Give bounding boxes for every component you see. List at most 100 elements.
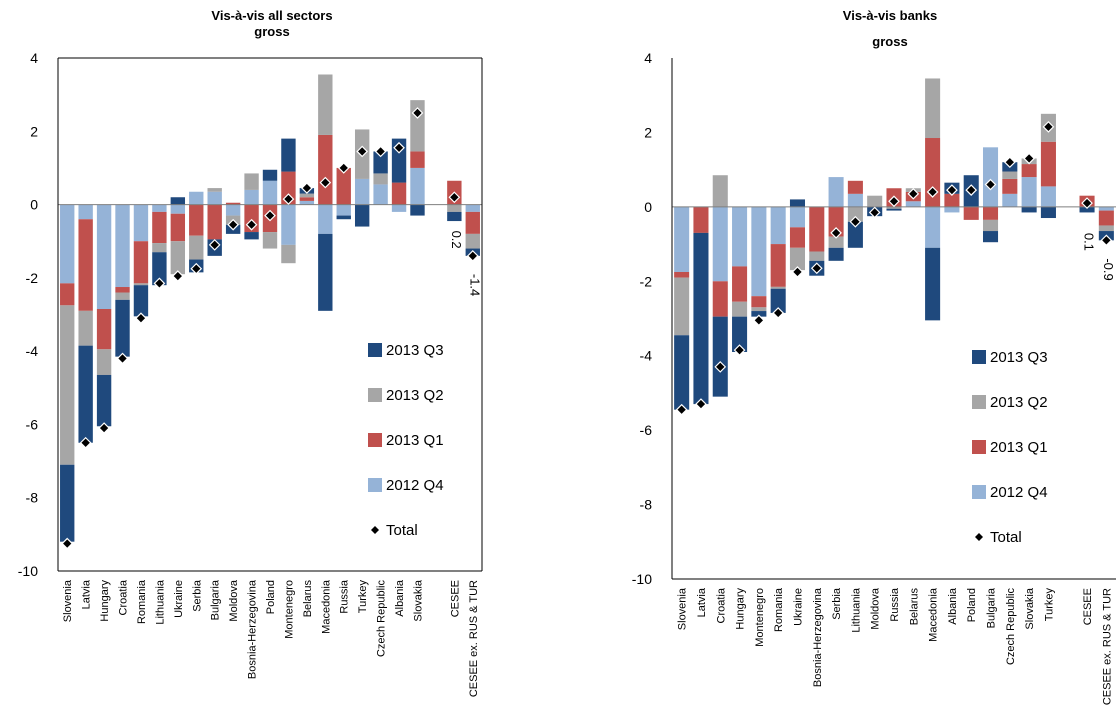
category-label: Lithuania [850, 587, 862, 633]
category-label: Moldova [228, 579, 240, 621]
bar-segment-q1 [189, 204, 204, 236]
y-tick-label: 0 [30, 197, 38, 213]
bar-segment-q3 [789, 199, 806, 207]
bar-segment-q2 [189, 235, 204, 260]
total-marker [466, 250, 479, 262]
bar-segment-q1 [712, 281, 728, 317]
legend-swatch-q3 [972, 350, 986, 364]
category-label: Poland [265, 580, 277, 614]
bar-segment-q3 [712, 316, 728, 397]
total-marker [98, 422, 110, 434]
bar-segment-q1 [982, 206, 999, 220]
legend-swatch-q1 [972, 440, 986, 454]
value-label: -0.9 [1101, 258, 1116, 280]
category-label: Lithuania [154, 579, 166, 625]
total-marker [1003, 156, 1016, 169]
legend-label: 2012 Q4 [386, 477, 444, 494]
legend-label: 2012 Q4 [990, 484, 1048, 501]
total-marker [984, 178, 997, 191]
total-marker [393, 141, 405, 154]
bar-segment-q2 [847, 206, 863, 222]
total-marker [830, 227, 842, 239]
bar-segment-q2 [115, 292, 130, 300]
chart-subtitle: gross [254, 24, 289, 39]
bar-segment-q2 [281, 244, 296, 264]
bar-segment-q1 [674, 271, 690, 278]
total-marker [772, 307, 785, 319]
bar-segment-q1 [410, 151, 425, 168]
bar-segment-q4 [828, 177, 844, 207]
bar-segment-q1 [336, 167, 351, 205]
y-tick-label: -8 [26, 490, 39, 506]
bar-segment-q4 [225, 204, 241, 216]
category-label: Slovenia [677, 587, 689, 630]
category-label: Macedonia [928, 587, 940, 642]
bar-segment-q2 [770, 286, 786, 289]
legend-swatch-q4 [368, 478, 382, 492]
legend-label: 2013 Q1 [386, 432, 444, 449]
bar-segment-q2 [674, 277, 690, 336]
bar-segment-q2 [925, 78, 941, 139]
category-label: Moldova [870, 587, 882, 629]
bar-segment-q3 [693, 232, 709, 405]
bar-segment-q2 [867, 195, 883, 207]
bar-segment-q1 [207, 204, 222, 240]
total-marker [946, 184, 958, 196]
chart-title: Vis-à-vis banks [843, 8, 937, 23]
total-marker [171, 270, 184, 282]
legend-label: 2013 Q2 [990, 394, 1048, 411]
bar-segment-q4 [925, 206, 941, 248]
bar-segment-q3 [262, 169, 278, 181]
category-label: Slovenia [62, 579, 74, 622]
bar-segment-q4 [770, 206, 786, 245]
bar-segment-q1 [281, 171, 296, 205]
bar-segment-q1 [78, 219, 93, 311]
bar-segment-q4 [115, 204, 130, 288]
legend-swatch-q3 [368, 343, 382, 357]
category-label: Belarus [302, 580, 314, 618]
bar-segment-q3 [78, 345, 93, 443]
total-marker [227, 218, 239, 231]
category-label: Serbia [831, 587, 843, 620]
bar-segment-q3 [133, 285, 149, 317]
bar-segment-q3 [1079, 206, 1095, 213]
legend-label: Total [386, 522, 418, 539]
total-marker [1042, 120, 1055, 133]
bar-segment-q2 [465, 233, 480, 249]
bar-segment-q3 [828, 247, 844, 261]
bar-segment-q4 [465, 204, 480, 212]
category-label: Macedonia [320, 579, 332, 634]
chart-subtitle: gross [872, 34, 907, 49]
bar-segment-q3 [336, 215, 351, 220]
bar-segment-q4 [944, 206, 960, 213]
bar-segment-q4 [847, 193, 863, 207]
bar-segment-q1 [115, 287, 130, 293]
bar-segment-q1 [770, 244, 786, 287]
bar-segment-q2 [262, 232, 278, 249]
bar-segment-q4 [1002, 193, 1018, 207]
total-marker [61, 537, 74, 550]
bar-segment-q2 [244, 173, 259, 190]
bar-segment-q3 [1021, 206, 1037, 213]
bar-segment-q1 [925, 138, 941, 207]
total-marker [965, 184, 978, 196]
bar-segment-q1 [693, 206, 709, 233]
bar-segment-q3 [1040, 206, 1056, 219]
bar-segment-q4 [262, 180, 278, 205]
category-label: Latvia [81, 579, 93, 609]
category-label: Czech Republic [376, 580, 388, 658]
bar-segment-q1 [465, 211, 480, 234]
total-marker [907, 187, 920, 200]
total-marker [337, 162, 350, 174]
bar-segment-q4 [1098, 206, 1114, 211]
bar-segment-q4 [189, 191, 204, 205]
bar-segment-q4 [1021, 177, 1037, 207]
bar-segment-q4 [152, 204, 167, 212]
bar-segment-q4 [133, 204, 149, 242]
category-label: Serbia [191, 579, 203, 612]
bar-segment-q4 [905, 201, 921, 207]
bar-segment-q1 [963, 206, 979, 220]
value-label: 0.2 [449, 231, 464, 249]
category-label: Turkey [357, 580, 369, 614]
category-label: Albania [947, 587, 959, 625]
